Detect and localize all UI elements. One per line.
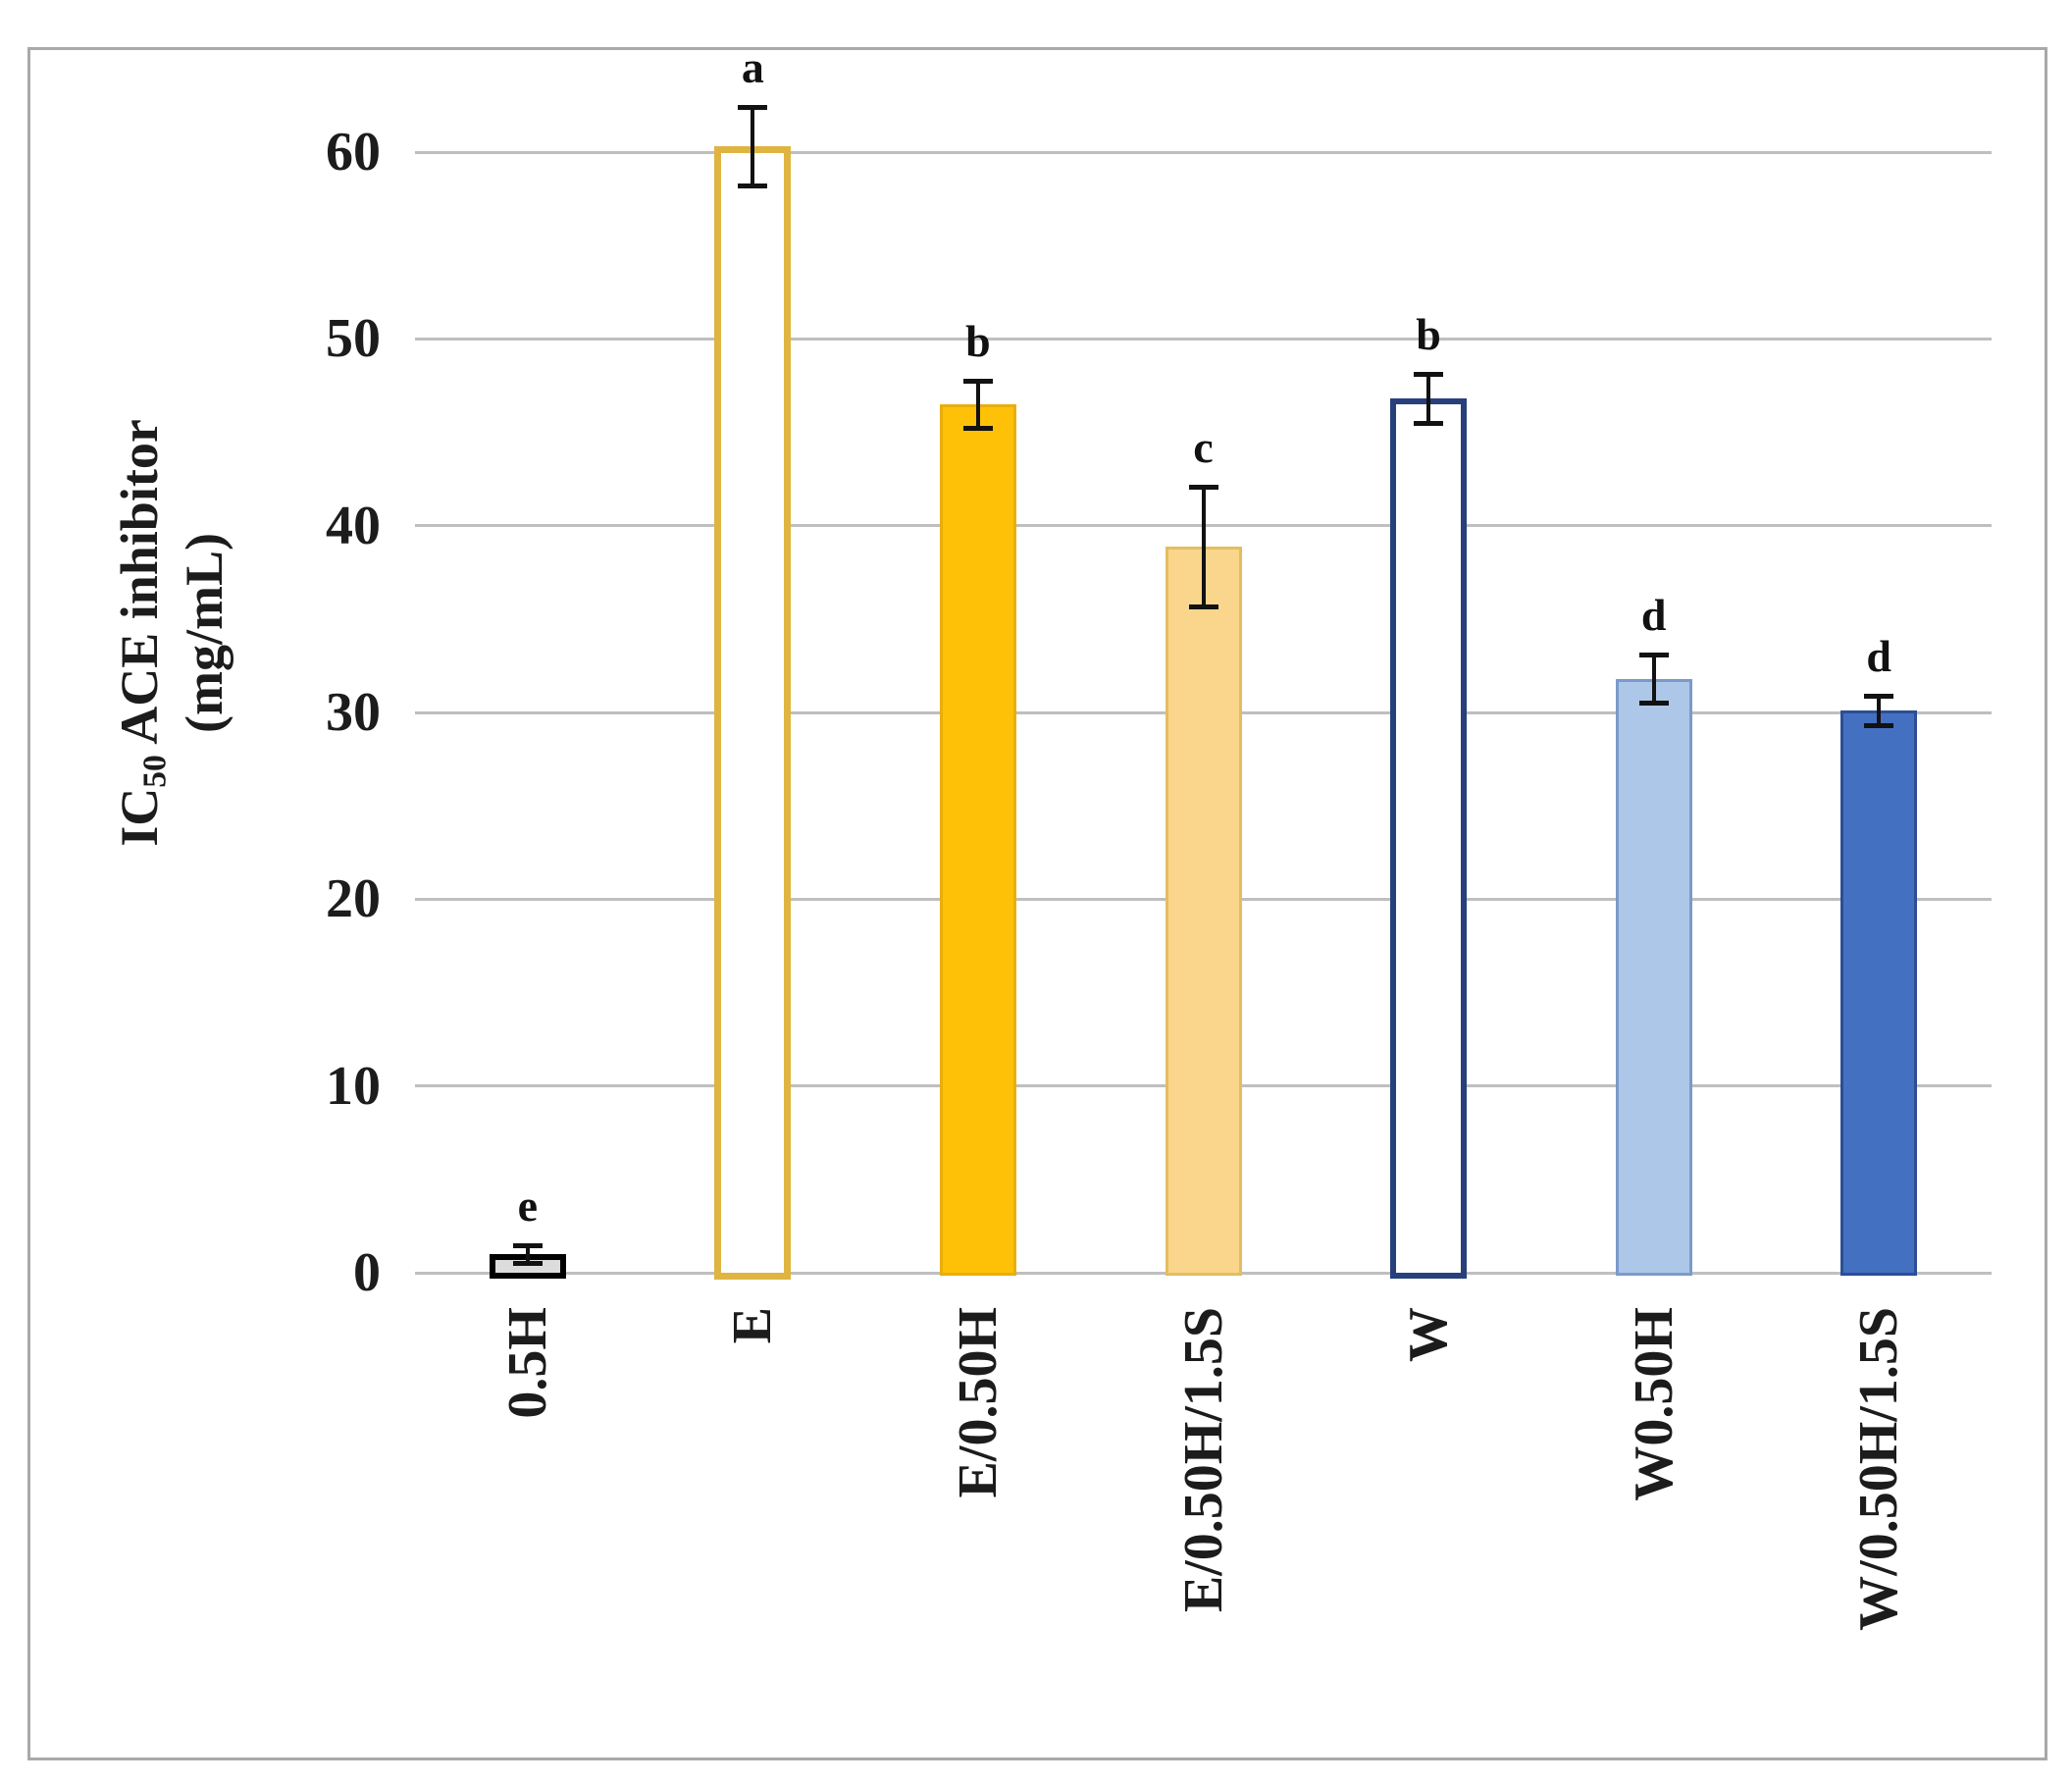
error-bar-bottom-cap-E/0.50H/1.5S xyxy=(1188,603,1218,609)
y-tick-label-40: 40 xyxy=(326,495,381,556)
error-bar-0.5H xyxy=(525,1245,530,1263)
error-bar-top-cap-E/0.50H/1.5S xyxy=(1188,484,1218,490)
bar-W/0.50H/1.5S xyxy=(1840,710,1918,1276)
significance-letter-E/0.50H: b xyxy=(965,316,991,367)
error-bar-top-cap-W/0.50H/1.5S xyxy=(1864,693,1894,699)
x-label-W/0.50H/1.5S: W/0.50H/1.5S xyxy=(1848,1307,1910,1631)
significance-letter-E: a xyxy=(741,42,764,93)
error-bar-bottom-cap-E/0.50H xyxy=(962,425,993,431)
error-bar-W/0.50H/1.5S xyxy=(1877,695,1882,726)
x-label-W0.50H: W0.50H xyxy=(1623,1307,1684,1501)
y-tick-label-10: 10 xyxy=(326,1055,381,1117)
error-bar-bottom-cap-W xyxy=(1414,420,1444,426)
error-bar-top-cap-0.5H xyxy=(512,1243,543,1249)
significance-letter-W: b xyxy=(1416,309,1441,360)
gridline-y-50 xyxy=(415,337,1992,341)
x-label-0.5H: 0.5H xyxy=(496,1307,558,1419)
significance-letter-W/0.50H/1.5S: d xyxy=(1866,630,1891,681)
error-bar-W0.50H xyxy=(1651,654,1656,704)
y-tick-label-30: 30 xyxy=(326,682,381,743)
error-bar-top-cap-E/0.50H xyxy=(962,379,993,385)
x-label-E: E xyxy=(722,1307,784,1344)
y-tick-label-0: 0 xyxy=(353,1242,381,1303)
bar-E/0.50H xyxy=(939,403,1016,1276)
significance-letter-E/0.50H/1.5S: c xyxy=(1193,421,1214,472)
bar-W xyxy=(1390,398,1468,1279)
error-bar-bottom-cap-W/0.50H/1.5S xyxy=(1864,723,1894,729)
error-bar-top-cap-E xyxy=(738,105,768,111)
x-label-E/0.50H/1.5S: E/0.50H/1.5S xyxy=(1172,1307,1234,1613)
y-tick-label-50: 50 xyxy=(326,308,381,370)
y-tick-label-60: 60 xyxy=(326,122,381,183)
y-axis-title: IC50 ACE inhibitor (mg/mL) xyxy=(107,419,236,847)
error-bar-E xyxy=(751,107,755,186)
gridline-y-60 xyxy=(415,150,1992,154)
error-bar-bottom-cap-0.5H xyxy=(512,1260,543,1266)
y-tick-label-20: 20 xyxy=(326,868,381,930)
significance-letter-W0.50H: d xyxy=(1640,589,1667,640)
error-bar-E/0.50H xyxy=(975,381,980,428)
x-label-E/0.50H: E/0.50H xyxy=(947,1307,1009,1498)
y-axis-title-subscript: 50 xyxy=(136,755,174,788)
x-label-W: W xyxy=(1398,1307,1460,1362)
error-bar-top-cap-W0.50H xyxy=(1638,652,1669,657)
error-bar-top-cap-W xyxy=(1414,372,1444,378)
error-bar-W xyxy=(1426,374,1431,423)
error-bar-E/0.50H/1.5S xyxy=(1201,486,1206,606)
bar-W0.50H xyxy=(1615,678,1692,1276)
bar-E/0.50H/1.5S xyxy=(1165,546,1242,1276)
y-axis-title-line1: IC50 ACE inhibitor xyxy=(110,419,174,847)
significance-letter-0.5H: e xyxy=(517,1181,538,1232)
error-bar-bottom-cap-W0.50H xyxy=(1638,701,1669,707)
figure-border-frame xyxy=(27,47,2047,1760)
error-bar-bottom-cap-E xyxy=(738,184,768,189)
bar-E xyxy=(714,146,792,1280)
